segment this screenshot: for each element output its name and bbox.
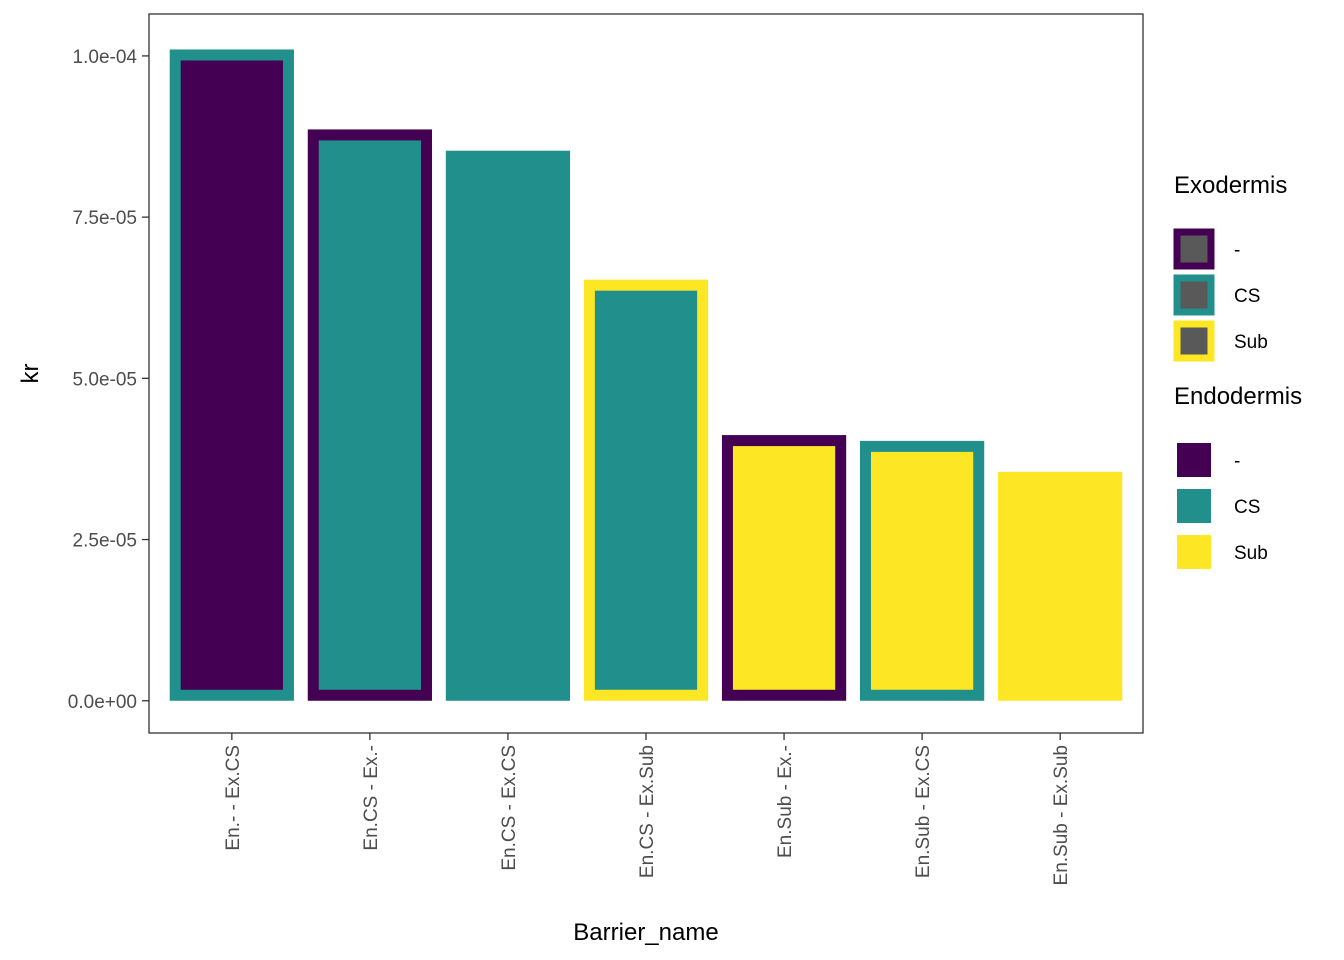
legend-key-0-0	[1173, 228, 1215, 270]
legend-label-0-1: CS	[1234, 286, 1260, 307]
x-axis-title: Barrier_name	[573, 919, 718, 946]
legend-key-0-1	[1173, 274, 1215, 316]
bar-1	[307, 129, 433, 701]
y-tick-label-3: 7.5e-05	[73, 208, 137, 229]
legend-title-0: Exodermis	[1174, 172, 1287, 199]
y-tick-label-0: 0.0e+00	[68, 692, 137, 713]
bars-group	[169, 49, 1123, 701]
legend-label-0-0: -	[1234, 240, 1240, 261]
x-tick-label-4: En.Sub - Ex.-	[775, 745, 796, 858]
legend-key-1-1	[1177, 489, 1211, 523]
y-tick-label-2: 5.0e-05	[73, 369, 137, 390]
bar-5	[859, 440, 985, 701]
x-axis: En.- - Ex.CS En.CS - Ex.- En.CS - Ex.CS En.…	[223, 733, 1072, 885]
x-tick-label-0: En.- - Ex.CS	[223, 745, 244, 851]
y-axis: 0.0e+00 2.5e-05 5.0e-05 7.5e-05 1.0e-04	[68, 47, 149, 713]
x-tick-label-3: En.CS - Ex.Sub	[637, 745, 658, 878]
y-tick-label-4: 1.0e-04	[73, 47, 138, 68]
legend-label-1-1: CS	[1234, 497, 1260, 518]
x-tick-label-5: En.Sub - Ex.CS	[913, 745, 934, 878]
y-axis-title: kr	[17, 364, 44, 384]
x-tick-label-1: En.CS - Ex.-	[361, 745, 382, 851]
x-tick-label-2: En.CS - Ex.CS	[499, 745, 520, 871]
y-tick-label-1: 2.5e-05	[73, 531, 137, 552]
x-tick-label-6: En.Sub - Ex.Sub	[1051, 745, 1072, 885]
legend: Exodermis - CS Sub Endodermis - CS Sub	[1173, 172, 1302, 569]
bar-2	[445, 150, 571, 701]
legend-label-1-0: -	[1234, 451, 1240, 472]
bar-3	[583, 279, 709, 701]
legend-key-0-2	[1173, 320, 1215, 362]
legend-label-0-2: Sub	[1234, 332, 1268, 353]
legend-label-1-2: Sub	[1234, 543, 1268, 564]
bar-0	[169, 49, 294, 701]
legend-key-1-2	[1177, 535, 1211, 569]
legend-title-1: Endodermis	[1174, 383, 1302, 410]
legend-key-1-0	[1177, 443, 1211, 477]
bar-4	[721, 435, 847, 701]
bar-6	[998, 471, 1123, 701]
